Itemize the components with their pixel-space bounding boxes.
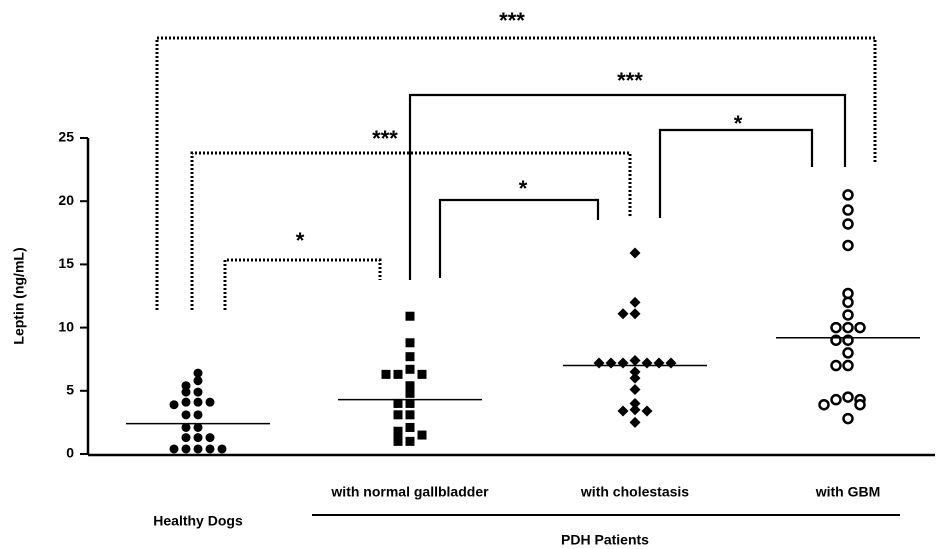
dot bbox=[641, 357, 653, 369]
y-tick-label: 15 bbox=[58, 255, 74, 271]
dot bbox=[181, 381, 191, 391]
dot bbox=[617, 405, 629, 417]
dot bbox=[193, 444, 203, 454]
dot bbox=[842, 391, 854, 403]
dot bbox=[629, 296, 641, 308]
dot bbox=[181, 433, 191, 443]
group-label: PDH Patients bbox=[561, 532, 649, 548]
y-axis-label: Leptin (ng/mL) bbox=[11, 247, 27, 344]
dot bbox=[617, 308, 629, 320]
dot bbox=[193, 387, 203, 397]
dot bbox=[842, 296, 854, 309]
dot bbox=[605, 357, 617, 369]
significance-label: *** bbox=[372, 126, 398, 151]
dot bbox=[854, 398, 866, 411]
dot bbox=[629, 372, 641, 384]
dot bbox=[405, 388, 415, 398]
dot bbox=[842, 239, 854, 252]
dot bbox=[405, 364, 415, 374]
dot bbox=[181, 410, 191, 420]
x-tick-label: with normal gallbladder bbox=[330, 484, 489, 500]
dot bbox=[205, 433, 215, 443]
dot bbox=[393, 430, 403, 440]
dot bbox=[593, 357, 605, 369]
dot bbox=[641, 405, 653, 417]
dot bbox=[181, 422, 191, 432]
dot bbox=[169, 400, 179, 410]
dot bbox=[830, 393, 842, 406]
dot bbox=[842, 309, 854, 321]
dot bbox=[842, 321, 854, 334]
dot bbox=[405, 381, 415, 391]
significance-bracket bbox=[155, 36, 877, 310]
significance-label: * bbox=[296, 228, 305, 253]
dot bbox=[830, 321, 842, 334]
dot bbox=[854, 321, 866, 334]
dot bbox=[205, 397, 215, 407]
dot bbox=[417, 430, 427, 440]
dot bbox=[393, 369, 403, 379]
dot bbox=[193, 368, 203, 378]
dot bbox=[629, 404, 641, 416]
dot bbox=[842, 189, 854, 201]
dot bbox=[405, 410, 415, 420]
dot bbox=[629, 366, 641, 378]
dot bbox=[193, 376, 203, 386]
dot bbox=[417, 369, 427, 379]
dot bbox=[169, 444, 179, 454]
dot bbox=[393, 410, 403, 420]
dot bbox=[381, 369, 391, 379]
dot bbox=[629, 416, 641, 428]
significance-label: * bbox=[734, 111, 743, 136]
dot bbox=[842, 204, 854, 216]
dot bbox=[405, 311, 415, 321]
significance-bracket bbox=[658, 128, 814, 218]
dot bbox=[842, 347, 854, 359]
dot bbox=[193, 397, 203, 407]
dot bbox=[405, 422, 415, 432]
dot bbox=[665, 357, 677, 369]
dot bbox=[405, 436, 415, 446]
dot bbox=[818, 398, 830, 411]
y-tick-label: 10 bbox=[58, 318, 74, 334]
dot bbox=[653, 357, 665, 369]
dot bbox=[393, 398, 403, 408]
dot bbox=[629, 384, 641, 396]
significance-label: *** bbox=[499, 8, 525, 33]
dot bbox=[629, 308, 641, 320]
dot bbox=[193, 410, 203, 420]
x-tick-label: with cholestasis bbox=[580, 484, 689, 500]
dot bbox=[181, 444, 191, 454]
dot bbox=[842, 359, 854, 372]
y-tick-label: 0 bbox=[66, 445, 74, 461]
dot bbox=[405, 398, 415, 408]
dot bbox=[842, 218, 854, 230]
significance-label: *** bbox=[617, 68, 643, 93]
dot bbox=[205, 444, 215, 454]
dot bbox=[405, 352, 415, 362]
significance-bracket bbox=[223, 258, 382, 310]
y-tick-label: 20 bbox=[58, 192, 74, 208]
dot bbox=[629, 397, 641, 409]
dot bbox=[617, 357, 629, 369]
dot bbox=[842, 412, 854, 425]
dot bbox=[181, 387, 191, 397]
dot bbox=[830, 359, 842, 372]
dot bbox=[405, 338, 415, 348]
significance-label: * bbox=[519, 176, 528, 201]
significance-bracket bbox=[408, 93, 847, 280]
y-tick-label: 25 bbox=[58, 129, 74, 145]
dot bbox=[629, 247, 641, 259]
dot bbox=[193, 433, 203, 443]
dot bbox=[217, 444, 227, 454]
x-tick-label: with GBM bbox=[815, 484, 881, 500]
dot bbox=[181, 397, 191, 407]
dot bbox=[393, 436, 403, 446]
y-tick-label: 5 bbox=[66, 382, 74, 398]
dot bbox=[193, 422, 203, 432]
dot bbox=[629, 354, 641, 366]
x-tick-label: Healthy Dogs bbox=[153, 513, 243, 529]
significance-bracket bbox=[438, 198, 600, 278]
